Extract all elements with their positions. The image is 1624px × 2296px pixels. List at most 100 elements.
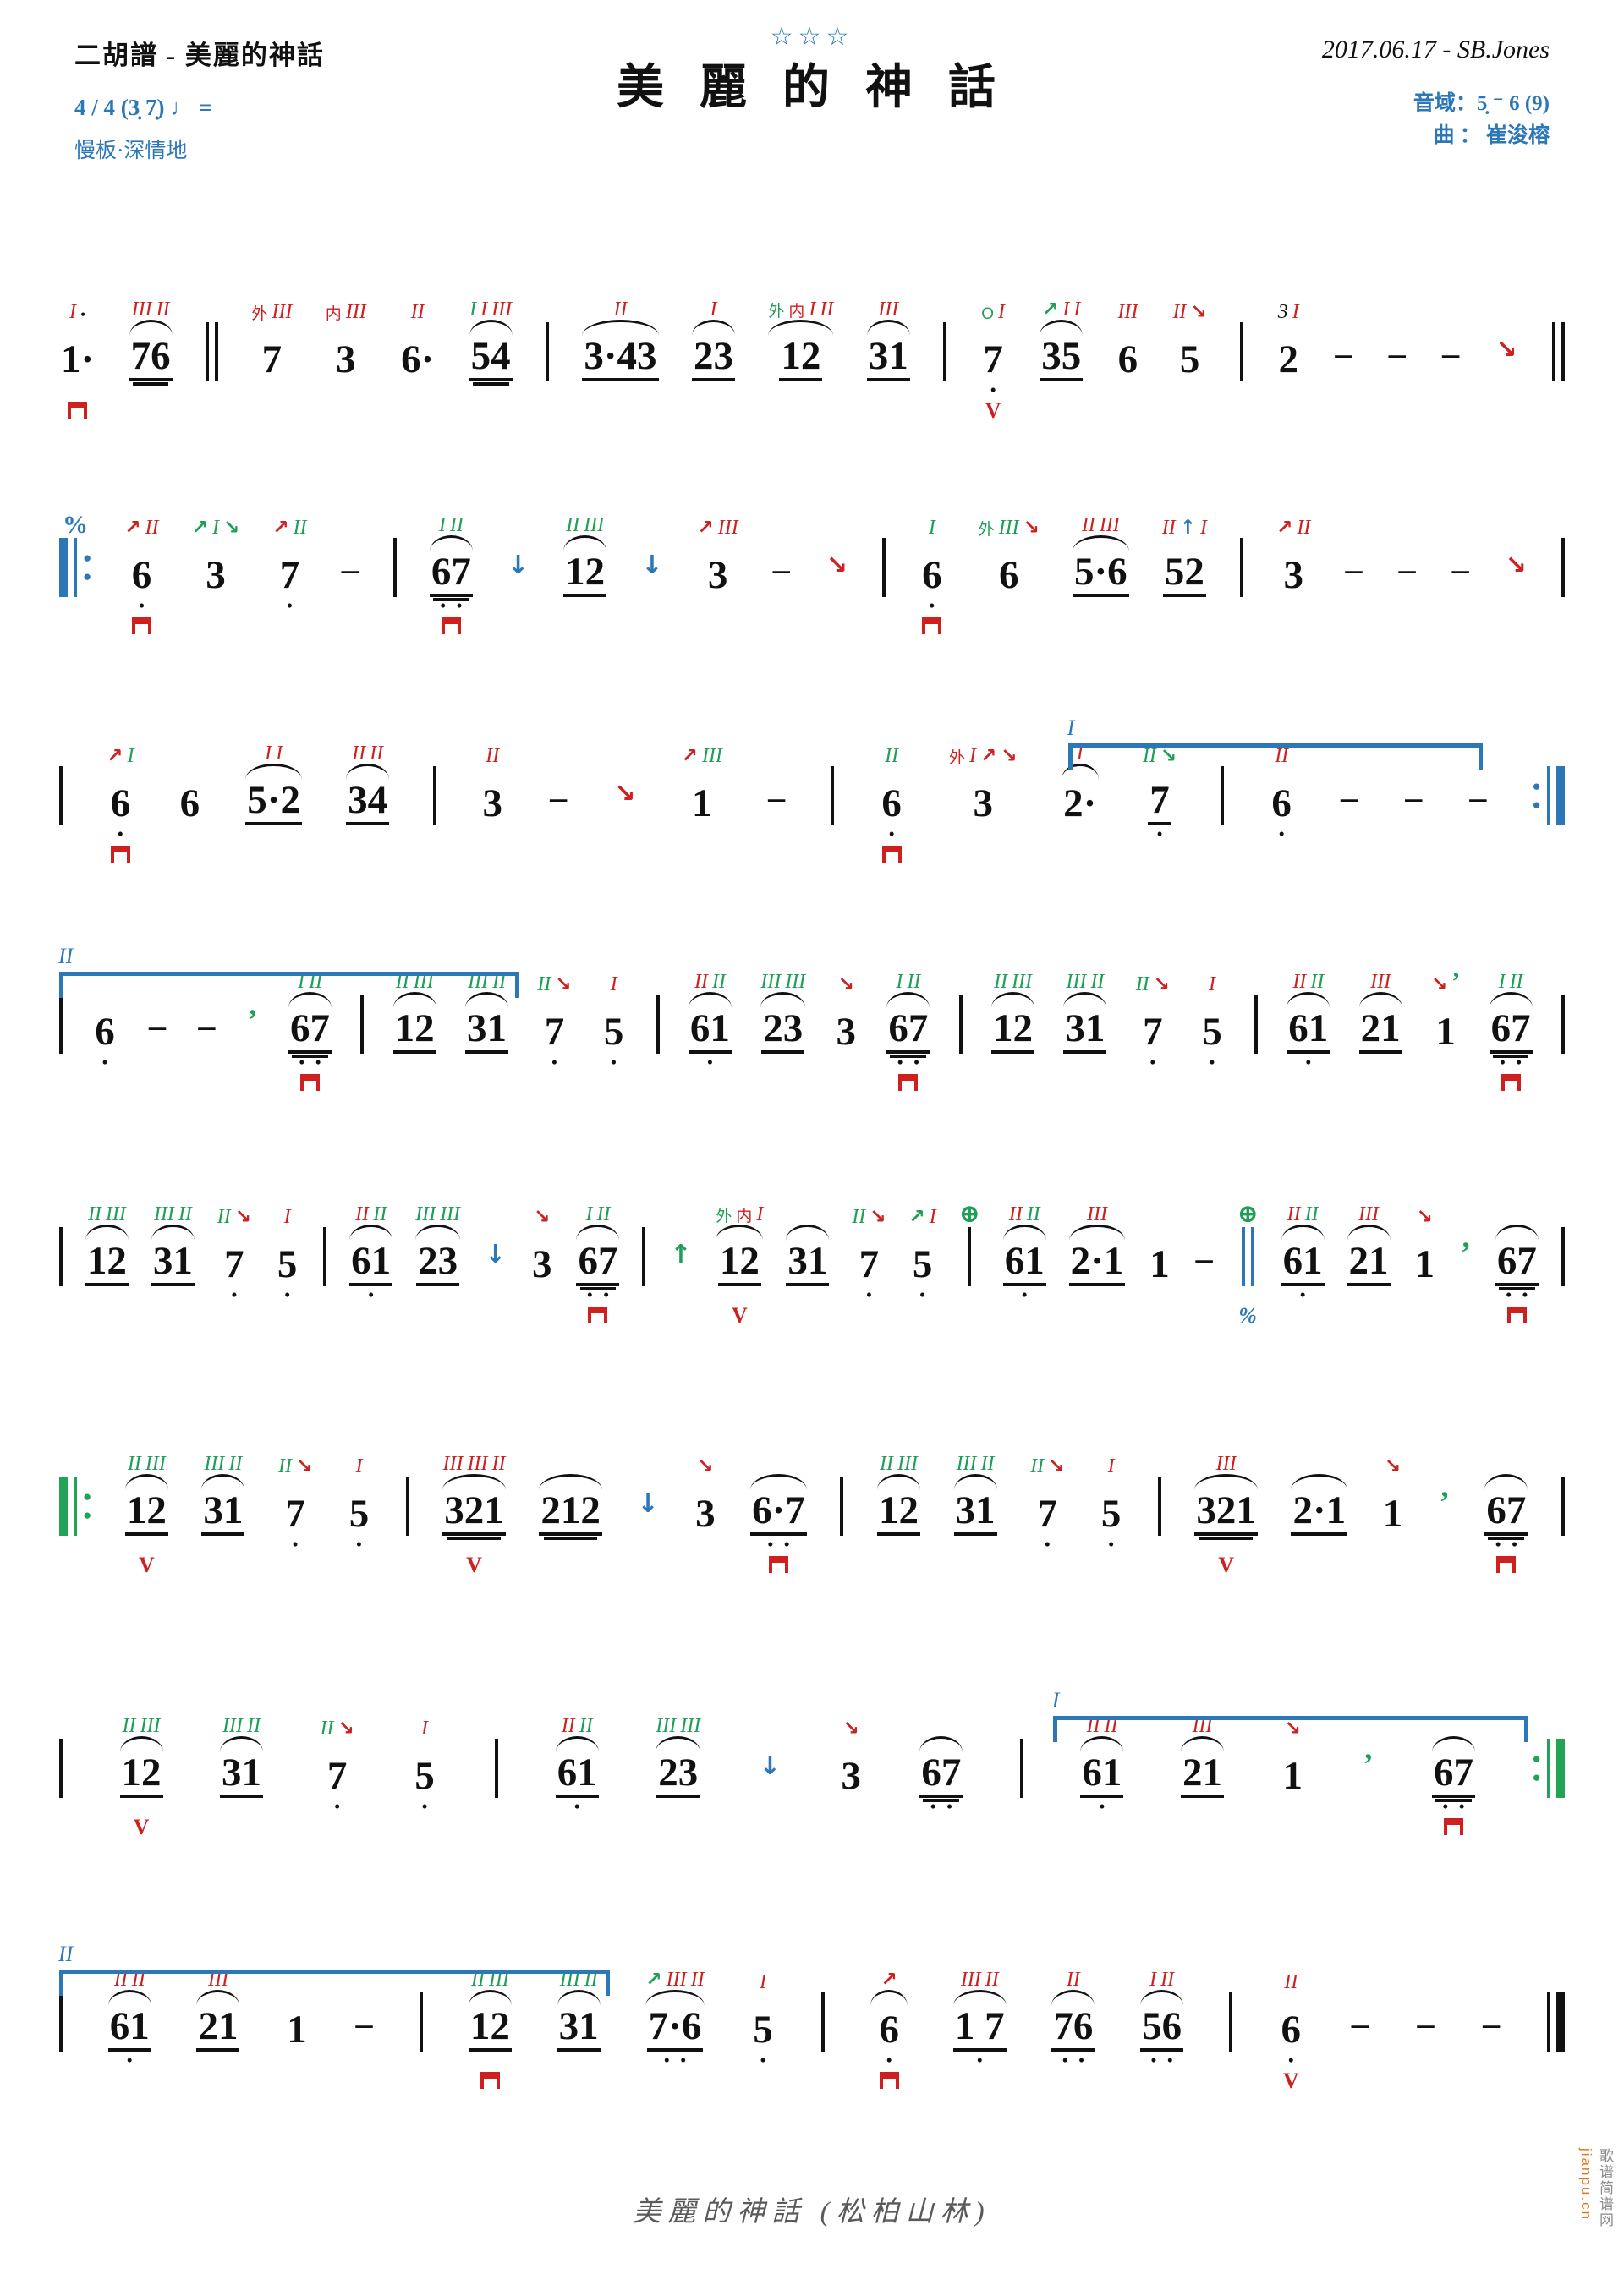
bar-stroke — [405, 1477, 409, 1536]
down-bow-icon — [922, 617, 942, 634]
duration-dash: – — [196, 945, 217, 1099]
note-annotations: I • — [69, 273, 85, 322]
note-digits: 52 — [1162, 551, 1206, 597]
note-token: III II 31 — [953, 1425, 997, 1581]
down-bow-icon — [588, 1307, 608, 1323]
below-zone — [1506, 1305, 1527, 1332]
note-token: ↘ 3 — [835, 945, 859, 1099]
barline — [1561, 945, 1565, 1099]
note-token: II ↘ 7 • — [537, 945, 571, 1099]
string-indicator: 外 — [978, 521, 995, 539]
below-zone — [1501, 1072, 1521, 1099]
note-digits: 6 — [877, 2006, 901, 2052]
note-digits: ↑ — [668, 1241, 693, 1286]
mark-glyph: ↓ — [641, 550, 663, 580]
digit-text: 3 — [841, 1754, 861, 1799]
finger-number: II — [579, 1715, 593, 1737]
slur-arc — [952, 1990, 1007, 2006]
duration-dash: – — [1350, 1943, 1370, 2097]
finger-number: II — [491, 1453, 506, 1475]
finger-number: II — [980, 1453, 995, 1475]
bar-stroke — [1561, 995, 1565, 1054]
slur-arc — [1358, 992, 1402, 1008]
barline — [1019, 1690, 1023, 1844]
finger-number: II — [1135, 973, 1149, 995]
finger-number: II — [470, 1969, 485, 1991]
slide-arrow-icon: ↗ — [191, 517, 208, 539]
finger-number: II — [156, 299, 170, 321]
bar-stroke — [840, 1477, 844, 1536]
note-digits: 1 — [1281, 1752, 1304, 1798]
note-digits: – — [1387, 336, 1407, 381]
octave-dots: • — [886, 2050, 903, 2070]
note-digits: 54 — [469, 336, 513, 386]
digit-text: 7 — [261, 337, 283, 382]
digit-text: 61 — [349, 1241, 393, 1286]
note-digits: 12 — [876, 1490, 920, 1536]
note-digits: 6· — [399, 336, 436, 381]
digit-text: 1 7 — [952, 2007, 1007, 2052]
below-zone: % — [1238, 1305, 1257, 1332]
barline-lines — [1561, 995, 1565, 1054]
bar-stroke — [420, 1992, 424, 2052]
digit-text: – — [1195, 1239, 1213, 1277]
repeat-dot: ● — [1532, 797, 1541, 813]
digit-text: 76 — [1051, 2007, 1095, 2052]
note-token: II 6 • — [878, 717, 904, 871]
finger-number: II — [885, 745, 899, 767]
note-token: III II 31 — [557, 1941, 601, 2097]
digit-text: 1 — [1435, 1010, 1456, 1055]
note-digits: 12 — [119, 1752, 163, 1798]
note-annotations: II II — [355, 1175, 387, 1225]
digit-text: 52 — [1162, 552, 1206, 597]
slur-zone — [274, 1227, 300, 1241]
barline — [420, 1943, 424, 2097]
note-digits: 12 — [779, 336, 823, 381]
finger-number: I — [69, 301, 76, 323]
finger-number: III — [222, 1715, 244, 1737]
bar-stroke — [433, 766, 437, 825]
octave-dots: • — [919, 1285, 936, 1305]
header-meta: 音域：5̣ ⁻ 6 (9) 曲 ： 崔浚榕 — [1413, 88, 1550, 151]
slur-arc — [1080, 1736, 1124, 1752]
finger-number: II — [1160, 1969, 1175, 1991]
note-digits: – — [1333, 336, 1353, 381]
note-digits: 1 — [1434, 1008, 1457, 1054]
finger-number: II — [985, 1969, 999, 1991]
down-bow-icon — [131, 617, 151, 634]
digit-text: 5 — [1202, 1010, 1222, 1055]
finger-number: III — [680, 1715, 701, 1737]
slur-arc — [953, 1474, 997, 1490]
finger-number: I — [896, 971, 903, 993]
slur-zone — [908, 1227, 935, 1241]
note-token: O I 7 • V — [979, 273, 1006, 427]
below-zone — [922, 616, 942, 643]
slur-zone — [852, 1227, 886, 1241]
finger-number: II — [145, 517, 159, 539]
barline — [59, 1178, 63, 1332]
note-digits: 7 — [261, 336, 284, 381]
slide-arrow-icon: ↘ — [295, 1455, 313, 1477]
barline-lines — [968, 1227, 972, 1286]
duration-dash: – — [1451, 489, 1471, 643]
down-bow-icon — [1506, 1307, 1527, 1323]
finger-number: I — [998, 301, 1006, 323]
digit-text: 12 — [392, 1009, 436, 1054]
note-digits: 23 — [761, 1008, 805, 1054]
slur-arc — [786, 1225, 830, 1241]
note-digits: 61 — [1281, 1241, 1325, 1286]
barline-lines — [1561, 538, 1565, 597]
finger-number: II — [1081, 514, 1095, 536]
below-zone: V — [1218, 1554, 1234, 1581]
note-digits: 6 — [1116, 336, 1140, 381]
slur-arc — [1194, 1474, 1258, 1490]
octave-dots: •• — [663, 2050, 697, 2070]
expression-mark: ↓ — [506, 489, 530, 643]
note-annotations: ↘ — [1285, 1690, 1301, 1739]
finger-number: I — [421, 1718, 428, 1740]
bar-stroke — [392, 538, 397, 597]
